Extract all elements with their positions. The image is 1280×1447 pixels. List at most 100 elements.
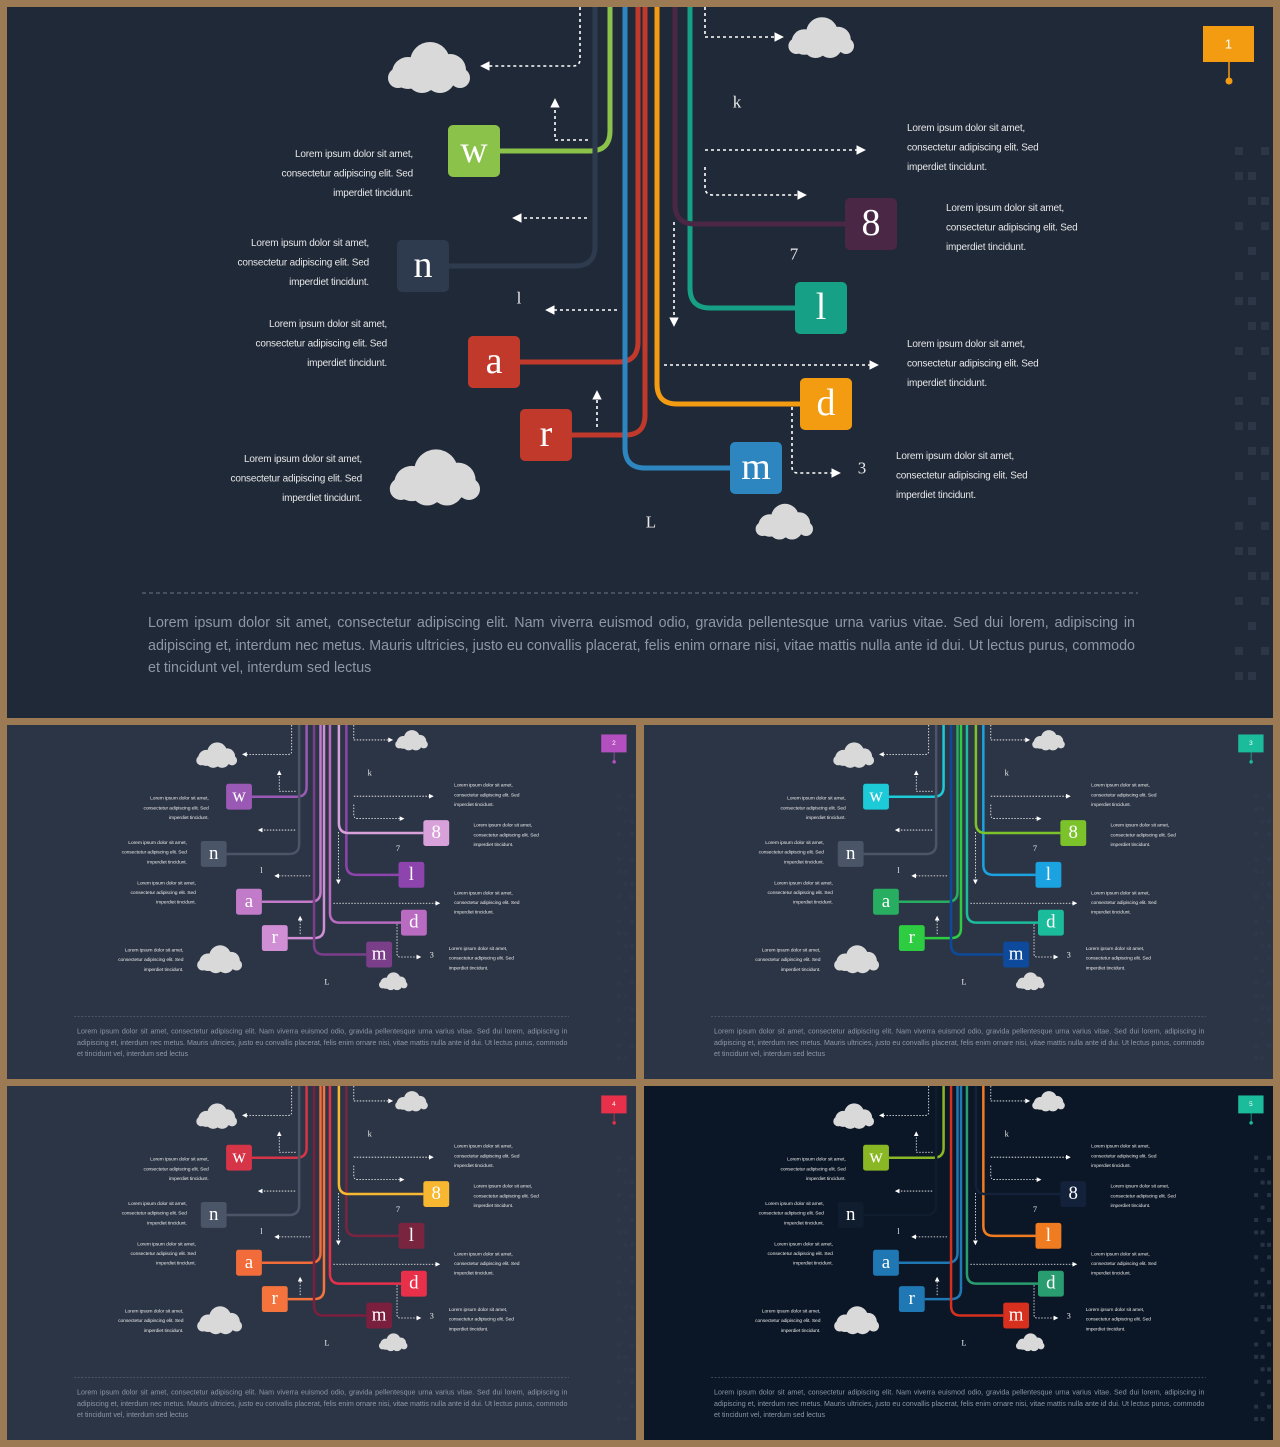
letter: r [540, 413, 553, 455]
note-line: imperdiet tincidunt. [144, 1328, 184, 1334]
note-line: Lorem ipsum dolor sit amet, [907, 339, 1025, 350]
page-badge [1203, 26, 1254, 62]
note-line: Lorem ipsum dolor sit amet, [454, 890, 513, 896]
cloud [378, 1333, 408, 1352]
decor-dot [630, 881, 635, 886]
letter-box [1035, 861, 1062, 888]
marker-text: l [517, 289, 522, 308]
note-line: Lorem ipsum dolor sit amet, [137, 1241, 196, 1247]
cloud-part [799, 522, 813, 536]
marker-text: 7 [1033, 843, 1037, 853]
cloud-part [1032, 740, 1041, 749]
cloud-part [1056, 740, 1065, 749]
cloud-part [430, 472, 464, 506]
letter: n [414, 244, 433, 286]
letter: 8 [432, 822, 441, 843]
decor-dot [617, 794, 622, 799]
decor-dot [1248, 172, 1256, 180]
decor-dot [1261, 147, 1269, 155]
decor-dot [623, 1168, 628, 1173]
cloud-part [231, 959, 243, 971]
note-line: Lorem ipsum dolor sit amet, [762, 1309, 821, 1315]
decor-dot [1235, 597, 1243, 605]
decor-dot [617, 993, 622, 998]
decor-dot [617, 1404, 622, 1409]
connector-line [965, 725, 1038, 924]
decor-dot [1260, 1205, 1265, 1210]
letter-box [730, 442, 782, 494]
decor-dot [623, 1006, 628, 1011]
note-line: imperdiet tincidunt. [169, 815, 209, 821]
cloud-part [409, 738, 422, 751]
note-line: Lorem ipsum dolor sit amet, [128, 1201, 187, 1207]
decor-dot [1248, 447, 1256, 455]
letter-box [423, 1181, 450, 1207]
cloud-part [450, 68, 470, 88]
paragraph-box: Lorem ipsum dolor sit amet, consectetur … [714, 1028, 1204, 1058]
cloud-part [217, 956, 234, 974]
decor-dot [1261, 522, 1269, 530]
cloud [788, 17, 854, 58]
note-line: Lorem ipsum dolor sit amet, [1091, 890, 1150, 896]
dashed-arrow [913, 770, 933, 792]
decor-dot [630, 1193, 635, 1198]
decor-dot [1260, 1031, 1265, 1036]
note-line: Lorem ipsum dolor sit amet, [137, 880, 196, 886]
note-line: imperdiet tincidunt. [454, 1163, 494, 1169]
letter-box [423, 820, 450, 846]
letter: d [817, 382, 836, 424]
cloud-part [214, 752, 230, 768]
note-line: Lorem ipsum dolor sit amet, [1111, 823, 1170, 829]
marker-text: k [368, 1128, 373, 1138]
note-line: consectetur adipiscing elit. Sed [454, 900, 520, 906]
decor-dot [1267, 1305, 1272, 1310]
decor-dot [1267, 856, 1272, 861]
cloud [1015, 1333, 1045, 1352]
decor-dot [1254, 869, 1259, 874]
dashed-arrow [396, 924, 422, 960]
cloud [755, 503, 813, 540]
paragraph: Lorem ipsum dolor sit amet, consectetur … [714, 1388, 1205, 1420]
decor-dot [630, 1404, 635, 1409]
connector-line [965, 1086, 1038, 1285]
page-number: 2 [612, 740, 616, 747]
note-line: consectetur adipiscing elit. Sed [1086, 1317, 1152, 1323]
cloud [197, 945, 243, 974]
decor-dot [630, 1018, 635, 1023]
dashed-arrow [550, 98, 588, 141]
letter-box [400, 909, 427, 936]
page-number: 3 [1249, 740, 1253, 747]
letter: a [486, 340, 503, 382]
decor-dot [1267, 944, 1272, 949]
decor-dot [617, 1155, 622, 1160]
letter-box [873, 888, 899, 915]
letter-box [366, 1302, 393, 1329]
marker-text: 7 [1033, 1204, 1037, 1214]
letter: 8 [432, 1183, 441, 1204]
note-line: Lorem ipsum dolor sit amet, [150, 796, 209, 802]
letter-box [1003, 941, 1030, 968]
marker-text: 7 [790, 245, 799, 264]
letter: r [272, 927, 279, 948]
note-line: imperdiet tincidunt. [1091, 1271, 1131, 1277]
cloud-part [833, 1116, 844, 1127]
decor-dot [1254, 1217, 1259, 1222]
note-line: Lorem ipsum dolor sit amet, [125, 948, 184, 954]
note-line: imperdiet tincidunt. [946, 242, 1026, 253]
decor-dot [617, 956, 622, 961]
decor-dot [630, 794, 635, 799]
decor-dot [617, 869, 622, 874]
letter-box [873, 1249, 899, 1276]
decor-dot [1267, 881, 1272, 886]
decor-dot [1254, 1043, 1259, 1048]
letter: n [209, 843, 219, 864]
cloud-part [1028, 1340, 1040, 1352]
cloud-part [378, 981, 386, 989]
cloud [833, 742, 875, 768]
letter-box [261, 1286, 288, 1313]
note-line: Lorem ipsum dolor sit amet, [787, 1157, 846, 1163]
decor-dot [1254, 981, 1259, 986]
note-line: imperdiet tincidunt. [1091, 910, 1131, 916]
